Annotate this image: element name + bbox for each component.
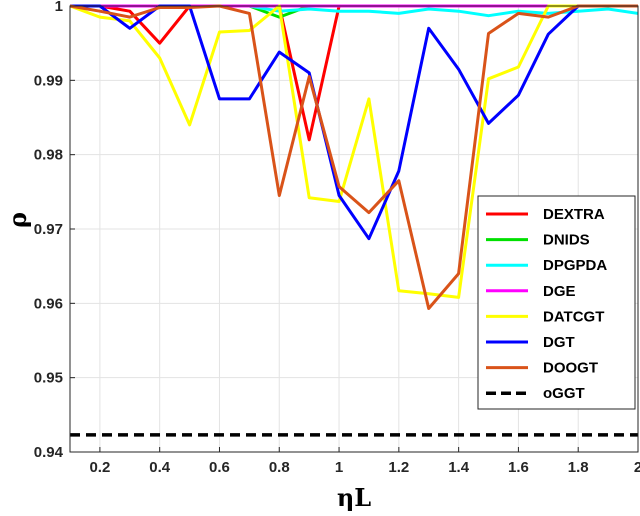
series-line-doogt [69, 4, 638, 310]
tick-labels: 0.2 0.4 0.6 0.8 1 1.2 1.4 1.6 1.8 2 0.94 0.95 0.96 0.… [34, 0, 640, 476]
x-tick-label: 0.4 [149, 459, 171, 476]
x-tick-label: 0.8 [269, 459, 290, 476]
x-tick-label: 2 [634, 459, 640, 476]
y-tick-label: 0.98 [34, 147, 63, 164]
legend-box [477, 195, 636, 410]
y-tick-label: 0.95 [34, 370, 63, 387]
y-tick-label: 0.94 [34, 444, 64, 461]
x-tick-label: 1.4 [448, 459, 470, 476]
x-tick-label: 1.8 [568, 459, 589, 476]
y-tick-label: 0.97 [34, 221, 63, 238]
x-tick-label: 0.6 [209, 459, 230, 476]
legend-label-oggt: oGGT [543, 385, 585, 402]
legend-label-dpgpda: DPGPDA [543, 257, 607, 274]
x-axis-label: ηL [337, 483, 371, 512]
y-axis-label: ρ [3, 212, 32, 228]
axis-ticks [70, 5, 639, 453]
x-tick-label: 1.2 [388, 459, 409, 476]
series-doogt [69, 4, 638, 310]
y-tick-label: 1 [55, 0, 63, 15]
legend-label-dge: DGE [543, 283, 576, 300]
legend: DEXTRA DNIDS DPGPDA DGE DATCGT DGT DOOGT oGGT [477, 195, 636, 410]
y-tick-label: 0.99 [34, 72, 63, 89]
legend-label-dnids: DNIDS [543, 232, 590, 249]
legend-label-dextra: DEXTRA [543, 206, 605, 223]
x-tick-label: 1 [335, 459, 343, 476]
legend-label-dgt: DGT [543, 334, 575, 351]
x-tick-label: 0.2 [89, 459, 110, 476]
y-tick-label: 0.96 [34, 295, 63, 312]
x-tick-label: 1.6 [508, 459, 529, 476]
legend-label-datcgt: DATCGT [543, 308, 604, 325]
legend-label-doogt: DOOGT [543, 360, 598, 377]
